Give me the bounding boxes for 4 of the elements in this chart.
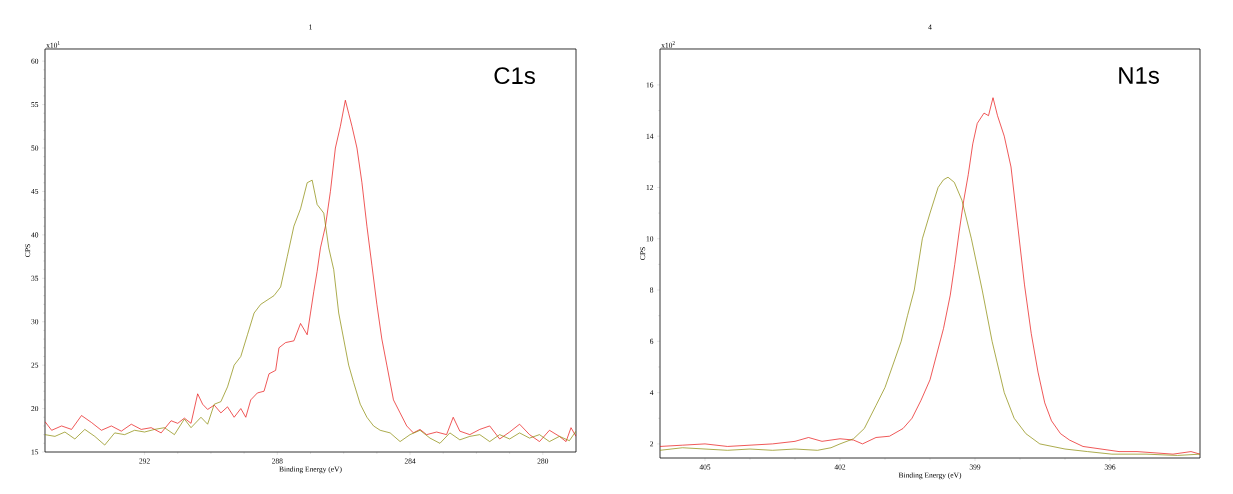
annotation: C1s — [494, 67, 535, 85]
line-series — [44, 99, 576, 442]
annotation: N1s — [1119, 67, 1159, 84]
line-series — [660, 176, 1201, 456]
